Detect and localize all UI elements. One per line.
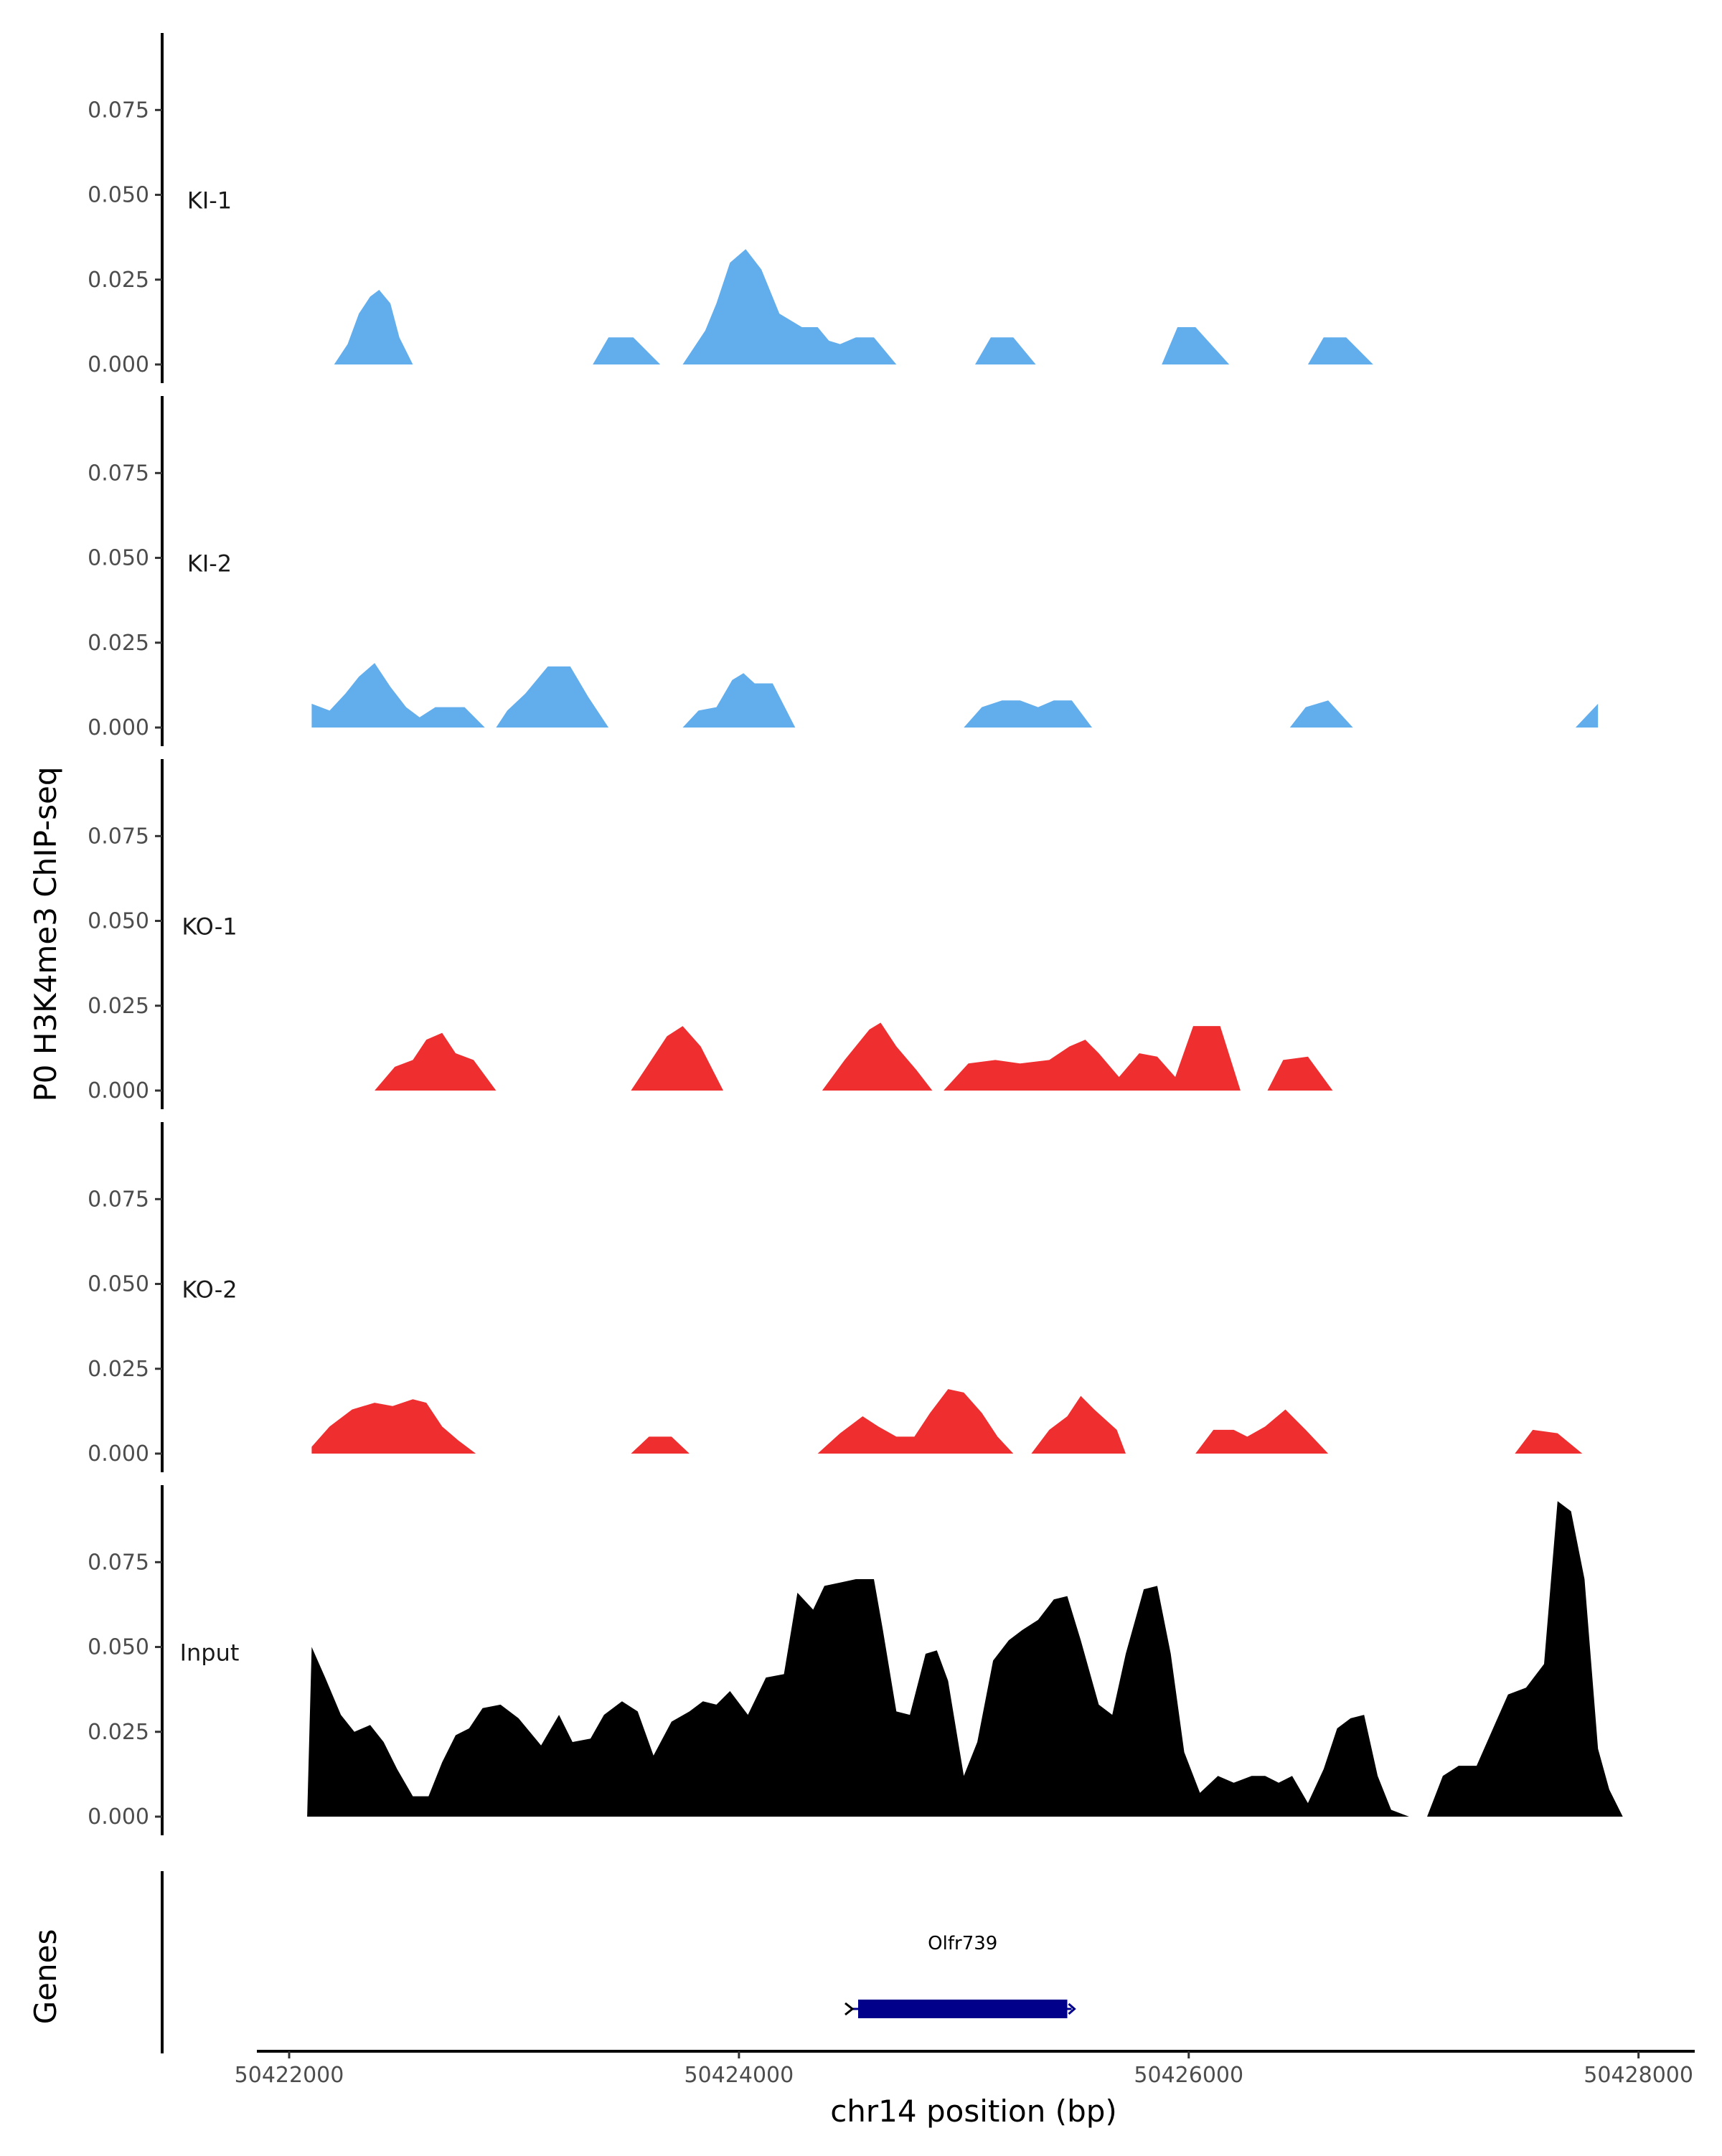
y-tick-label: 0.050 — [88, 909, 149, 934]
coverage-area-ko-1-5 — [1267, 1056, 1333, 1091]
y-axis-title: P0 H3K4me3 ChIP-seq — [28, 766, 63, 1101]
coverage-area-ki-2-5 — [1289, 700, 1353, 728]
coverage-area-ki-2-4 — [964, 700, 1092, 728]
y-tick-label: 0.025 — [88, 1720, 149, 1745]
coverage-area-ki-1-5 — [1162, 327, 1230, 364]
gene-body — [858, 2000, 1068, 2018]
coverage-area-ki-1-4 — [975, 337, 1036, 364]
y-tick-label: 0.050 — [88, 183, 149, 208]
track-label-ki-2: KI-2 — [187, 550, 232, 577]
coverage-area-ki-1-1 — [311, 290, 413, 364]
x-tick-label: 50428000 — [1584, 2063, 1693, 2088]
x-tick-label: 50424000 — [684, 2063, 794, 2088]
track-ko-2: 0.000 0.025 0.050 0.075 KO-2 — [88, 1122, 1583, 1472]
y-tick-label: 0.050 — [88, 546, 149, 571]
y-tick-label: 0.000 — [88, 1441, 149, 1467]
track-label-ko-2: KO-2 — [182, 1276, 237, 1303]
coverage-area-ki-2-6 — [1575, 703, 1599, 728]
y-tick-label: 0.050 — [88, 1272, 149, 1297]
coverage-area-ki-1-6 — [1307, 337, 1373, 364]
x-axis-title: chr14 position (bp) — [830, 2094, 1117, 2129]
y-tick-label: 0.075 — [88, 824, 149, 849]
coverage-area-ki-2-1 — [311, 663, 485, 728]
coverage-area-ko-2-2 — [631, 1436, 690, 1454]
coverage-area-ki-1-2 — [593, 337, 661, 364]
y-tick-label: 0.075 — [88, 1187, 149, 1212]
y-tick-label: 0.000 — [88, 715, 149, 740]
strand-arrow-icon — [1068, 2002, 1076, 2015]
coverage-area-input-1 — [307, 1579, 1409, 1817]
coverage-area-ko-2-4 — [1031, 1395, 1126, 1454]
gene-track-title: Genes — [28, 1929, 63, 2025]
gene-label: Olfr739 — [928, 1933, 997, 1954]
y-tick-label: 0.050 — [88, 1635, 149, 1660]
x-tick-label: 50422000 — [235, 2063, 344, 2088]
y-tick-label: 0.025 — [88, 631, 149, 656]
y-tick-label: 0.000 — [88, 352, 149, 377]
y-tick-label: 0.025 — [88, 994, 149, 1019]
track-ki-2: 0.000 0.025 0.050 0.075 KI-2 — [88, 396, 1599, 746]
coverage-area-input-2 — [1427, 1501, 1623, 1817]
y-tick-label: 0.025 — [88, 268, 149, 293]
x-tick-label: 50426000 — [1134, 2063, 1243, 2088]
y-tick-label: 0.025 — [88, 1357, 149, 1382]
coverage-area-ki-2-3 — [682, 673, 796, 728]
strand-arrow-icon — [844, 2002, 855, 2016]
y-tick-label: 0.075 — [88, 461, 149, 486]
y-tick-label: 0.075 — [88, 98, 149, 123]
track-label-ki-1: KI-1 — [187, 187, 232, 214]
y-tick-label: 0.000 — [88, 1804, 149, 1830]
coverage-area-ki-1-3 — [682, 249, 897, 364]
coverage-area-ko-1-3 — [822, 1022, 933, 1091]
track-label-input: Input — [180, 1639, 240, 1666]
coverage-area-ko-1-2 — [631, 1026, 723, 1091]
coverage-area-ko-2-1 — [311, 1399, 476, 1454]
coverage-area-ko-1-4 — [944, 1026, 1241, 1091]
track-ki-1: 0.000 0.025 0.050 0.075 KI-1 — [88, 33, 1373, 383]
coverage-area-ko-2-3 — [817, 1389, 1014, 1454]
track-input: 0.000 0.025 0.050 0.075 Input — [88, 1485, 1623, 1835]
track-ko-1: 0.000 0.025 0.050 0.075 KO-1 — [88, 759, 1333, 1109]
coverage-area-ko-2-5 — [1195, 1409, 1329, 1454]
coverage-area-ki-2-2 — [496, 666, 609, 728]
y-tick-label: 0.075 — [88, 1550, 149, 1575]
y-tick-label: 0.000 — [88, 1078, 149, 1103]
track-label-ko-1: KO-1 — [182, 913, 237, 940]
coverage-area-ko-1-1 — [375, 1032, 497, 1091]
coverage-area-ko-2-6 — [1515, 1429, 1583, 1454]
